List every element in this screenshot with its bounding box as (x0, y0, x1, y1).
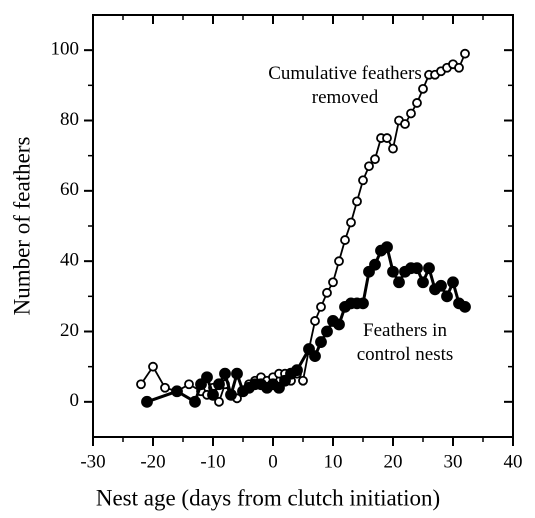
data-point (148, 361, 158, 372)
x-tick-label: -30 (80, 451, 105, 472)
data-point (411, 262, 423, 275)
y-tick-label: 80 (60, 109, 79, 130)
data-point (333, 318, 345, 331)
data-point (213, 378, 225, 391)
data-point (358, 175, 368, 186)
data-point (387, 265, 399, 278)
data-point (171, 385, 183, 398)
data-point (441, 290, 453, 303)
y-tick-label: 20 (60, 320, 79, 341)
data-point (207, 388, 219, 401)
data-point (400, 119, 410, 129)
annotation: removed (312, 87, 379, 108)
data-point (357, 297, 369, 310)
y-tick-label: 0 (70, 390, 80, 411)
data-point (346, 217, 356, 228)
data-point (454, 62, 464, 73)
x-tick-label: 0 (268, 451, 278, 472)
data-point (435, 279, 447, 292)
data-point (459, 300, 471, 313)
x-tick-label: 10 (324, 451, 343, 472)
data-point (393, 276, 405, 289)
data-point (160, 382, 170, 393)
data-point (322, 287, 332, 298)
data-point (184, 379, 194, 390)
data-point (141, 395, 153, 408)
x-axis-label: Nest age (days from clutch initiation) (96, 485, 440, 510)
data-point (189, 395, 201, 408)
data-point (352, 196, 362, 207)
data-point (219, 367, 231, 380)
data-point (334, 256, 344, 267)
data-point (460, 48, 470, 59)
data-point (417, 276, 429, 289)
data-point (381, 241, 393, 254)
data-point (321, 325, 333, 338)
x-tick-label: 40 (504, 451, 523, 472)
annotation: control nests (357, 344, 454, 365)
annotation: Feathers in (363, 320, 447, 341)
data-point (382, 133, 392, 143)
data-point (423, 262, 435, 275)
annotation: Cumulative feathers (268, 63, 422, 84)
data-point (388, 143, 398, 154)
x-tick-label: -20 (140, 451, 165, 472)
data-point (231, 367, 243, 380)
data-point (315, 336, 327, 348)
data-point (225, 388, 237, 401)
data-point (340, 235, 350, 245)
data-point (291, 364, 303, 377)
data-point (298, 375, 308, 386)
x-tick-label: 30 (444, 451, 463, 472)
y-tick-label: 60 (60, 179, 79, 200)
data-point (328, 277, 338, 288)
data-point (447, 276, 459, 289)
data-point (412, 98, 422, 108)
x-tick-label: 20 (384, 451, 403, 472)
data-point (418, 83, 428, 94)
x-tick-label: -10 (200, 451, 225, 472)
data-point (201, 371, 213, 384)
data-point (406, 108, 416, 119)
data-point (214, 396, 224, 407)
data-point (364, 161, 374, 172)
data-point (309, 350, 321, 363)
data-point (310, 316, 320, 326)
y-axis-label: Number of feathers (9, 137, 34, 316)
data-point (370, 154, 380, 165)
data-point (369, 258, 381, 271)
y-tick-label: 100 (51, 39, 80, 60)
y-tick-label: 40 (60, 250, 79, 271)
data-point (136, 379, 146, 390)
data-point (316, 301, 326, 312)
